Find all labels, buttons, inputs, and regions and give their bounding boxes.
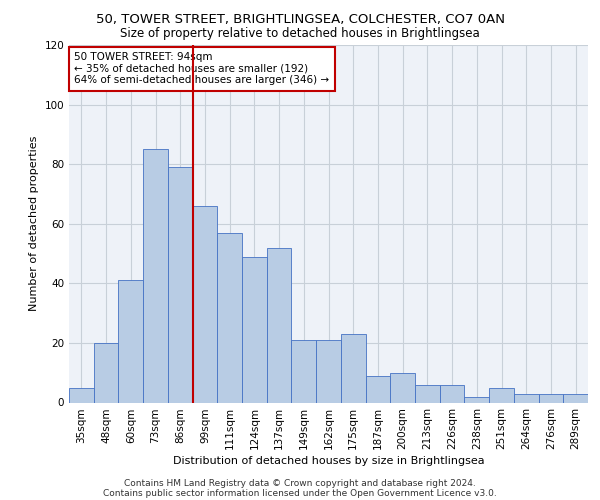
Text: Contains public sector information licensed under the Open Government Licence v3: Contains public sector information licen… (103, 488, 497, 498)
Text: 50, TOWER STREET, BRIGHTLINGSEA, COLCHESTER, CO7 0AN: 50, TOWER STREET, BRIGHTLINGSEA, COLCHES… (95, 12, 505, 26)
Text: 50 TOWER STREET: 94sqm
← 35% of detached houses are smaller (192)
64% of semi-de: 50 TOWER STREET: 94sqm ← 35% of detached… (74, 52, 329, 86)
X-axis label: Distribution of detached houses by size in Brightlingsea: Distribution of detached houses by size … (173, 456, 484, 466)
Bar (168, 167, 193, 402)
Text: Size of property relative to detached houses in Brightlingsea: Size of property relative to detached ho… (120, 28, 480, 40)
Bar (267, 248, 292, 402)
Bar (539, 394, 563, 402)
Bar (563, 394, 588, 402)
Y-axis label: Number of detached properties: Number of detached properties (29, 136, 39, 312)
Bar (341, 334, 365, 402)
Bar (193, 206, 217, 402)
Bar (390, 372, 415, 402)
Bar (94, 343, 118, 402)
Bar (242, 256, 267, 402)
Bar (415, 384, 440, 402)
Bar (69, 388, 94, 402)
Bar (464, 396, 489, 402)
Bar (316, 340, 341, 402)
Bar (143, 150, 168, 402)
Bar (440, 384, 464, 402)
Bar (292, 340, 316, 402)
Text: Contains HM Land Registry data © Crown copyright and database right 2024.: Contains HM Land Registry data © Crown c… (124, 478, 476, 488)
Bar (217, 232, 242, 402)
Bar (489, 388, 514, 402)
Bar (514, 394, 539, 402)
Bar (118, 280, 143, 402)
Bar (365, 376, 390, 402)
